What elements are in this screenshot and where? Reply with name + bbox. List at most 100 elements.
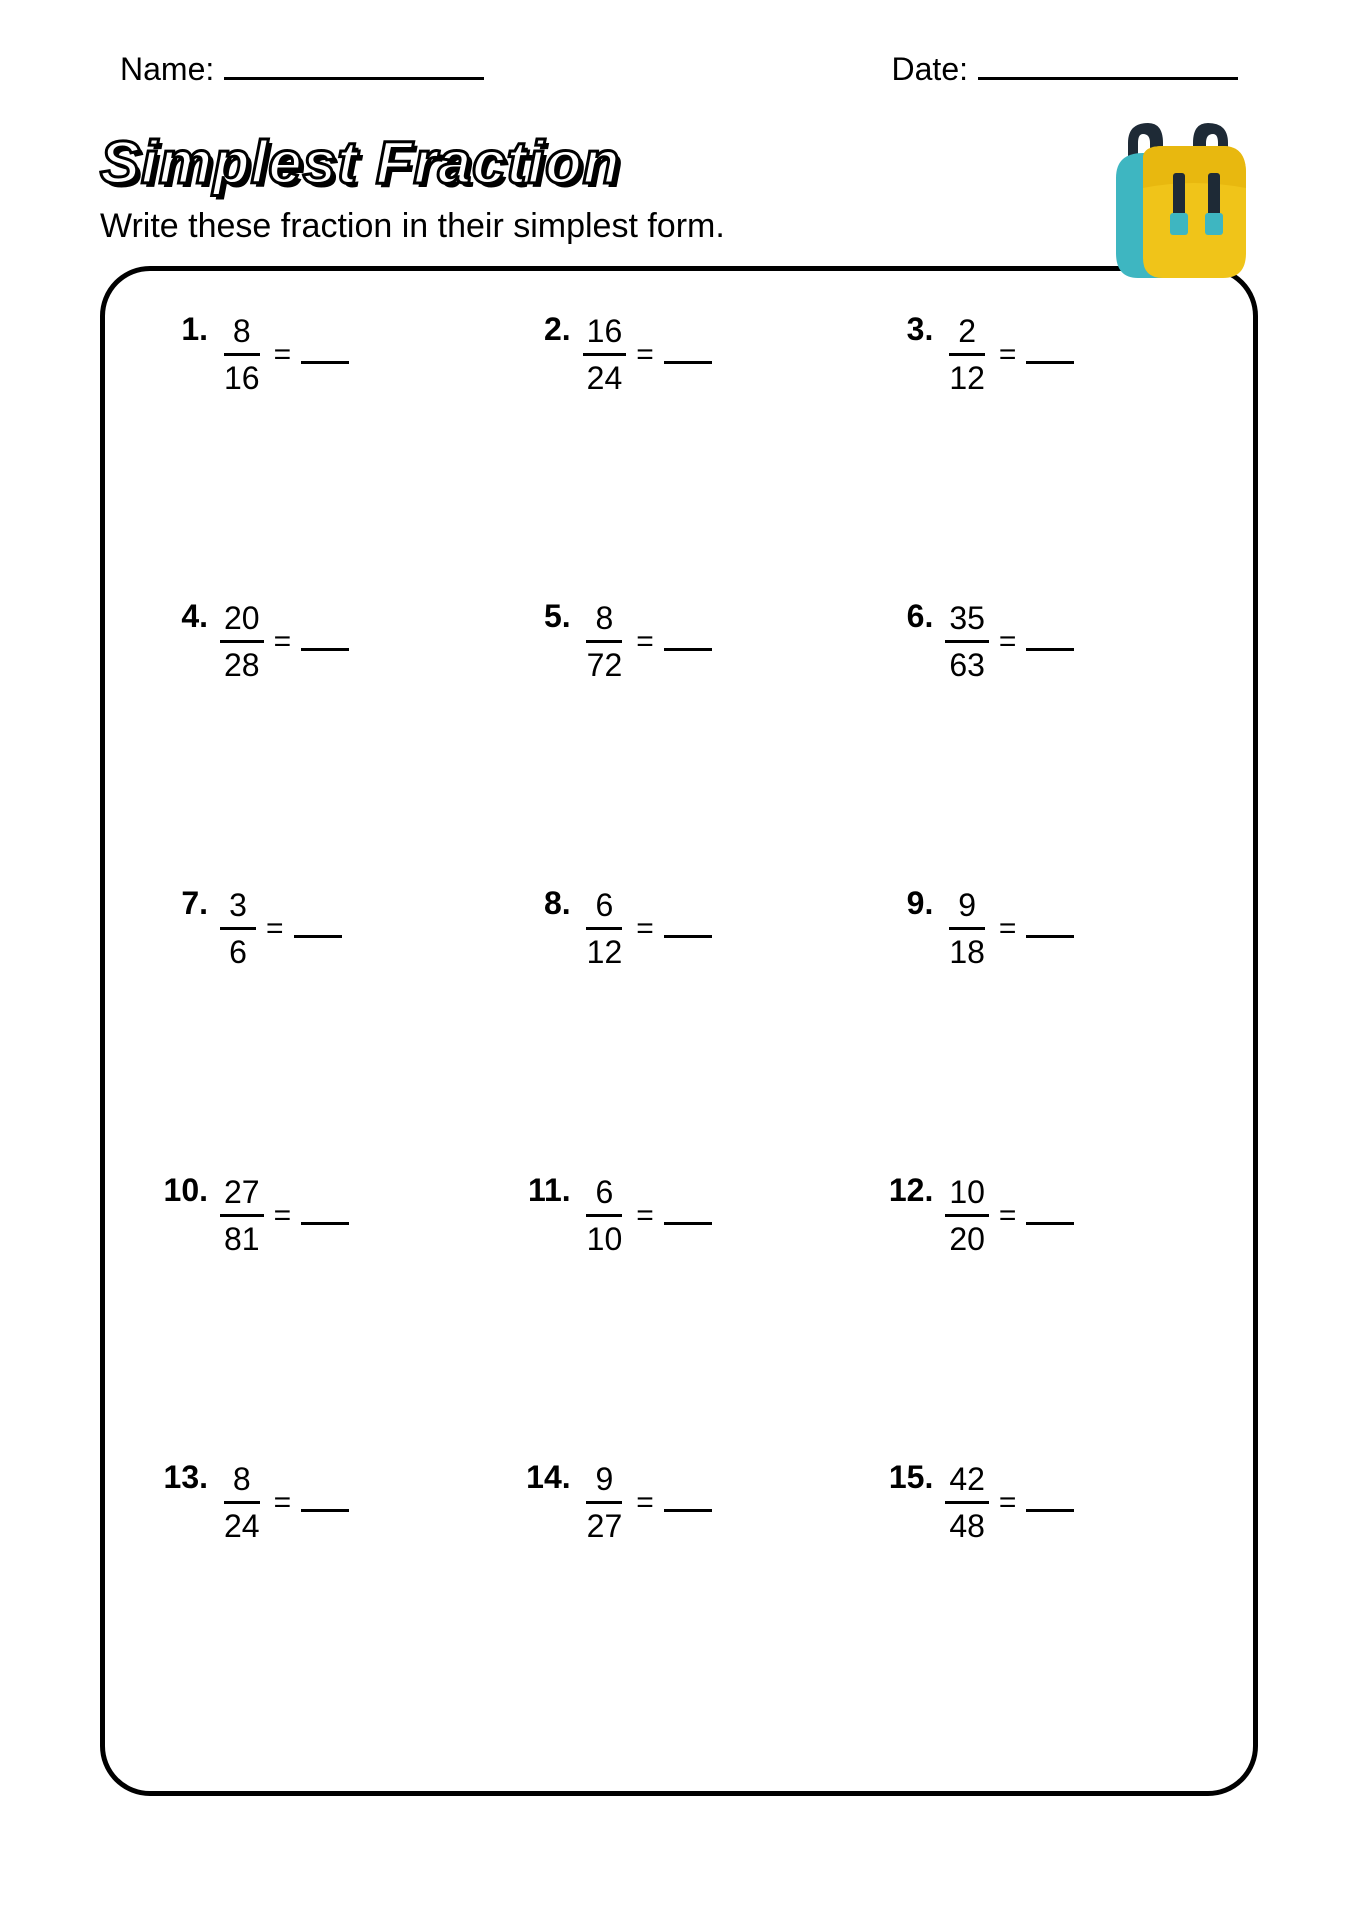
fraction-expression: 612= (583, 885, 712, 972)
fraction: 1020 (945, 1172, 989, 1259)
fraction: 212 (945, 311, 989, 398)
equals-sign: = (274, 1199, 292, 1233)
equals-sign: = (999, 912, 1017, 946)
fraction-expression: 2028 = (220, 598, 349, 685)
fraction-expression: 872 = (583, 598, 712, 685)
problem: 3.212= (870, 311, 1213, 398)
fraction-expression: 1624= (583, 311, 712, 398)
numerator: 8 (586, 598, 622, 643)
answer-blank[interactable] (1026, 346, 1074, 364)
answer-blank[interactable] (1026, 1207, 1074, 1225)
problem-number: 2. (523, 311, 571, 348)
problem-number: 10. (160, 1172, 208, 1209)
equals-sign: = (274, 625, 292, 659)
problem-number: 1. (160, 311, 208, 348)
numerator: 2 (949, 311, 985, 356)
backpack-icon (1088, 118, 1268, 293)
answer-blank[interactable] (301, 346, 349, 364)
problem: 5. 872 = (508, 598, 851, 685)
equals-sign: = (636, 1199, 654, 1233)
fraction: 36 (220, 885, 256, 972)
fraction-expression: 610 = (583, 1172, 712, 1259)
problem-number: 15. (885, 1459, 933, 1496)
numerator: 35 (945, 598, 989, 643)
denominator: 27 (583, 1504, 627, 1546)
answer-blank[interactable] (664, 1494, 712, 1512)
problem: 8. 612= (508, 885, 851, 972)
answer-blank[interactable] (1026, 1494, 1074, 1512)
denominator: 16 (220, 356, 264, 398)
answer-blank[interactable] (301, 633, 349, 651)
numerator: 8 (224, 311, 260, 356)
answer-blank[interactable] (664, 346, 712, 364)
problem: 15. 4248= (870, 1459, 1213, 1546)
denominator: 12 (583, 930, 627, 972)
equals-sign: = (999, 1199, 1017, 1233)
fraction: 612 (583, 885, 627, 972)
answer-blank[interactable] (301, 1207, 349, 1225)
problem-number: 7. (160, 885, 208, 922)
fraction: 872 (583, 598, 627, 685)
fraction-expression: 36 = (220, 885, 342, 972)
answer-blank[interactable] (301, 1494, 349, 1512)
answer-blank[interactable] (1026, 633, 1074, 651)
answer-blank[interactable] (294, 920, 342, 938)
equals-sign: = (274, 1486, 292, 1520)
problem-number: 4. (160, 598, 208, 635)
fraction: 3563 (945, 598, 989, 685)
problem-number: 14. (523, 1459, 571, 1496)
problem-number: 11. (523, 1172, 571, 1209)
name-field: Name: (120, 50, 484, 88)
numerator: 10 (945, 1172, 989, 1217)
header-row: Name: Date: (100, 50, 1258, 88)
problem: 7. 36 = (145, 885, 488, 972)
denominator: 10 (583, 1217, 627, 1259)
fraction-expression: 4248= (945, 1459, 1074, 1546)
denominator: 63 (945, 643, 989, 685)
denominator: 24 (220, 1504, 264, 1546)
date-blank[interactable] (978, 50, 1238, 80)
problem: 11. 610 = (508, 1172, 851, 1259)
fraction-expression: 927 = (583, 1459, 712, 1546)
problems-box: 1.816=2.1624=3.212=4.2028=5.872=6.3563=7… (100, 266, 1258, 1796)
answer-blank[interactable] (664, 920, 712, 938)
denominator: 81 (220, 1217, 264, 1259)
equals-sign: = (999, 625, 1017, 659)
problems-grid: 1.816=2.1624=3.212=4.2028=5.872=6.3563=7… (145, 311, 1213, 1546)
answer-blank[interactable] (664, 1207, 712, 1225)
problem: 10. 2781 = (145, 1172, 488, 1259)
equals-sign: = (266, 912, 284, 946)
name-blank[interactable] (224, 50, 484, 80)
denominator: 72 (583, 643, 627, 685)
numerator: 16 (583, 311, 627, 356)
denominator: 28 (220, 643, 264, 685)
answer-blank[interactable] (1026, 920, 1074, 938)
fraction: 927 (583, 1459, 627, 1546)
name-label: Name: (120, 51, 214, 88)
equals-sign: = (636, 1486, 654, 1520)
fraction: 610 (583, 1172, 627, 1259)
fraction-expression: 918= (945, 885, 1074, 972)
fraction-expression: 212= (945, 311, 1074, 398)
denominator: 18 (945, 930, 989, 972)
problem-number: 8. (523, 885, 571, 922)
numerator: 27 (220, 1172, 264, 1217)
problem: 6.3563= (870, 598, 1213, 685)
problem: 12. 1020 = (870, 1172, 1213, 1259)
page-title: Simplest Fraction (100, 128, 1248, 197)
fraction-expression: 816= (220, 311, 349, 398)
fraction: 2028 (220, 598, 264, 685)
equals-sign: = (636, 625, 654, 659)
numerator: 42 (945, 1459, 989, 1504)
denominator: 48 (945, 1504, 989, 1546)
numerator: 6 (586, 1172, 622, 1217)
fraction: 816 (220, 311, 264, 398)
problem-number: 13. (160, 1459, 208, 1496)
problem: 14. 927 = (508, 1459, 851, 1546)
fraction: 824 (220, 1459, 264, 1546)
answer-blank[interactable] (664, 633, 712, 651)
problem-number: 12. (885, 1172, 933, 1209)
problem-number: 5. (523, 598, 571, 635)
fraction: 1624 (583, 311, 627, 398)
problem-number: 9. (885, 885, 933, 922)
